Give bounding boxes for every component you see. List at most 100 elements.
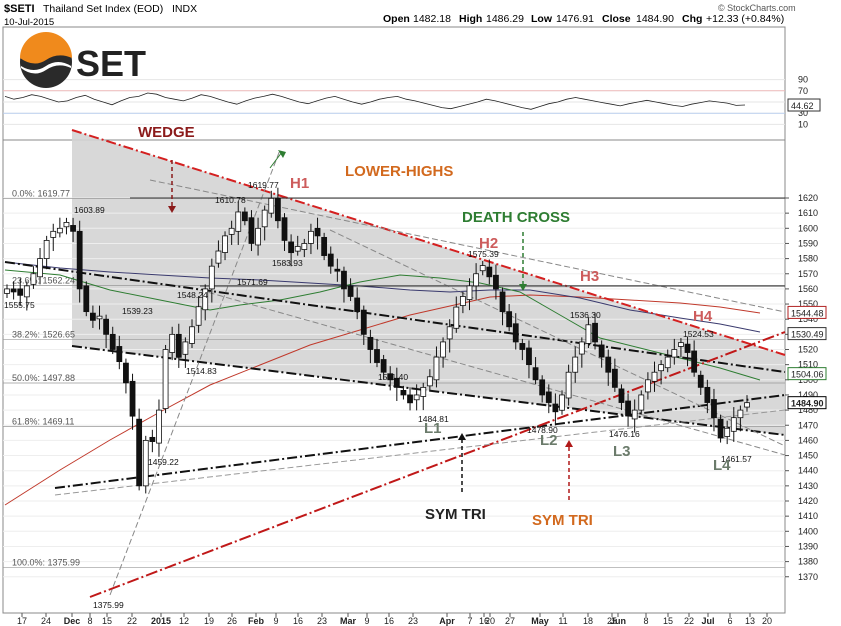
set-logo: SET xyxy=(20,32,146,88)
price-label: 1514.83 xyxy=(186,366,217,376)
candle-body xyxy=(433,356,440,381)
candle-body xyxy=(17,288,24,296)
price-tag-box xyxy=(787,367,827,381)
gray-line-5 xyxy=(54,409,786,496)
fib-label: 61.8%: 1469.11 xyxy=(12,417,74,427)
x-tick-label: 2015 xyxy=(151,616,171,626)
candle-body xyxy=(704,386,711,403)
candle-body xyxy=(354,297,361,313)
candle-body xyxy=(585,324,592,344)
annot-l3: L3 xyxy=(613,443,631,460)
candle-body xyxy=(215,250,222,264)
candle-body xyxy=(486,266,493,278)
candle-body xyxy=(565,371,572,399)
x-tick-label: 22 xyxy=(684,616,694,626)
candle-body xyxy=(30,273,37,285)
price-label: 1619.77 xyxy=(248,180,279,190)
x-tick-label: 24 xyxy=(41,616,51,626)
x-tick-label: 23 xyxy=(408,616,418,626)
candle-body xyxy=(96,315,103,320)
y-axis: 1370 1380 1390 1400 1410 1420 1430 1440 1450 1460… xyxy=(785,193,818,582)
candle-body xyxy=(182,341,189,355)
overlay-lines xyxy=(4,129,786,598)
y-tick-label: 1370 xyxy=(798,572,818,582)
candle-body xyxy=(572,356,579,373)
trend-lower-black xyxy=(71,345,786,436)
x-tick-label: Mar xyxy=(340,616,357,626)
price-tag-box xyxy=(787,305,827,319)
price-tag-value: 1504.06 xyxy=(791,370,824,380)
x-tick-label: 8 xyxy=(643,616,648,626)
candle-body xyxy=(473,273,480,287)
candle-body xyxy=(294,246,301,252)
exchange: INDX xyxy=(172,3,197,15)
candle-body xyxy=(684,343,691,353)
candle-body xyxy=(578,341,585,355)
chg-value: +12.33 (+0.84%) xyxy=(706,13,784,25)
candle-body xyxy=(420,386,427,397)
fib-label: 23.6%: 1562.24 xyxy=(12,276,75,286)
candle-body xyxy=(625,400,631,417)
candle-body xyxy=(129,380,136,417)
candle-body xyxy=(644,379,651,393)
annot-h2: H2 xyxy=(479,235,498,252)
x-tick-label: 16 xyxy=(293,616,303,626)
candle-body xyxy=(506,311,513,328)
x-tick-label: 19 xyxy=(204,616,214,626)
x-tick-label: 25 xyxy=(607,616,617,626)
candle-body xyxy=(539,379,546,396)
price-label: 1539.23 xyxy=(122,306,153,316)
y-tick-label: 1420 xyxy=(798,496,818,506)
price-label: 1575.39 xyxy=(468,249,499,259)
candle-body xyxy=(308,230,314,244)
x-tick-label: 20 xyxy=(485,616,495,626)
annot-sym-tri-orange: SYM TRI xyxy=(532,512,593,529)
x-tick-label: 9 xyxy=(364,616,369,626)
x-tick-label: 6 xyxy=(727,616,732,626)
gray-line-2 xyxy=(199,289,786,456)
y-tick-label: 1440 xyxy=(798,466,818,476)
low-label: Low xyxy=(531,13,553,25)
trend-upper-red xyxy=(71,129,786,356)
x-tick-label: 8 xyxy=(87,616,92,626)
y-tick-label: 1460 xyxy=(798,435,818,445)
price-tags: 1544.48 1530.49 1504.06 1484.90 xyxy=(787,305,827,410)
price-label: 1375.99 xyxy=(93,600,124,610)
y-tick-label: 1380 xyxy=(798,557,818,567)
rsi-tick-label: 10 xyxy=(798,119,808,129)
price-label: 1476.16 xyxy=(609,429,640,439)
candle-body xyxy=(697,374,704,388)
y-tick-label: 1550 xyxy=(798,299,818,309)
candle-body xyxy=(222,235,228,253)
plot-frame xyxy=(2,26,786,614)
candle-body xyxy=(479,265,486,272)
candle-body xyxy=(149,436,156,442)
candle-body xyxy=(109,333,116,350)
ma-red xyxy=(4,294,761,506)
y-tick-label: 1390 xyxy=(798,541,818,551)
date: 10-Jul-2015 xyxy=(4,17,54,28)
annot-l1: L1 xyxy=(424,420,442,437)
price-tag-value: 1484.90 xyxy=(791,399,824,409)
candle-body xyxy=(341,270,347,290)
copyright: © StockCharts.com xyxy=(718,3,796,13)
y-tick-label: 1520 xyxy=(798,345,818,355)
candle-body xyxy=(374,349,380,363)
candle-body xyxy=(142,439,149,487)
candle-body xyxy=(235,211,242,232)
candle-body xyxy=(208,265,215,290)
candle-body xyxy=(631,409,638,420)
x-axis: 17 24 Dec 8 15 22 2015 12 19 26 Feb 9 16 23 Mar 9 16 23 Ap… xyxy=(17,613,772,626)
candle-body xyxy=(162,349,169,409)
price-label: 1484.81 xyxy=(418,414,449,424)
candle-body xyxy=(189,326,195,344)
rsi-tick-label: 70 xyxy=(798,86,808,96)
x-tick-label: 13 xyxy=(745,616,755,626)
candle-body xyxy=(70,225,76,232)
candle-body xyxy=(23,285,30,298)
x-tick-label: 22 xyxy=(127,616,137,626)
candle-body xyxy=(744,402,750,408)
candle-body xyxy=(493,274,499,290)
gray-line-1 xyxy=(149,179,786,313)
candle-body xyxy=(63,222,70,228)
